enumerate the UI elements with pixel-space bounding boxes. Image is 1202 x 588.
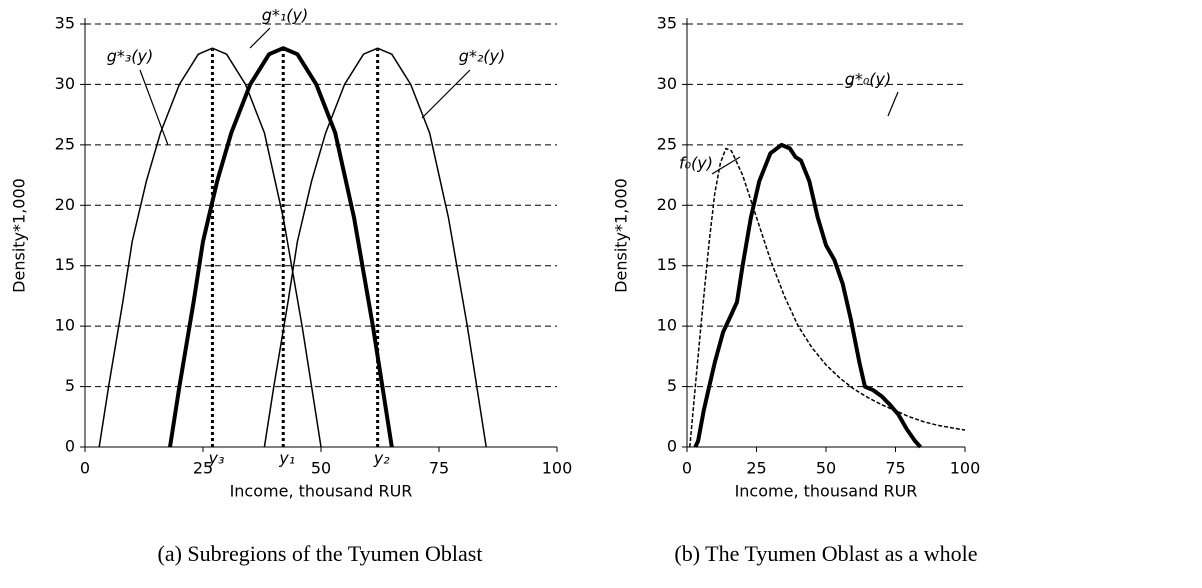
y-tick-label: 35 (55, 14, 75, 33)
x-tick-label: 100 (542, 459, 573, 478)
y-tick-label: 30 (657, 74, 677, 93)
y-tick-label: 15 (657, 255, 677, 274)
y-tick-label: 10 (657, 316, 677, 335)
y-axis-label: Density*1,000 (612, 178, 631, 293)
y-tick-label: 20 (657, 195, 677, 214)
leader-line (249, 27, 271, 49)
y-tick-label: 0 (65, 437, 75, 456)
caption: (a) Subregions of the Tyumen Oblast (158, 541, 483, 566)
y-axis-label: Density*1,000 (10, 178, 29, 293)
chart: 0 5 10 15 20 25 30 35 0 25 50 75 100 Income, thousand… (10, 6, 573, 567)
caption: (b) The Tyumen Oblast as a whole (674, 541, 977, 566)
y-tick-label: 5 (667, 376, 677, 395)
marker-label: y₂ (373, 449, 390, 468)
series-line (689, 147, 966, 448)
y-tick-label: 5 (65, 376, 75, 395)
x-axis-label: Income, thousand RUR (230, 482, 413, 501)
x-tick-label: 75 (885, 459, 905, 478)
series-label: g*₂(y) (459, 47, 506, 66)
series-line (693, 142, 922, 449)
series-line (263, 47, 487, 448)
marker-label: y₁ (278, 449, 295, 468)
leader-line (711, 156, 741, 175)
x-tick-label: 25 (746, 459, 766, 478)
series-label: f₀(y) (679, 154, 713, 173)
series-label: g*₁(y) (262, 6, 309, 25)
leader-line (139, 69, 169, 146)
x-axis-label: Income, thousand RUR (735, 482, 918, 501)
series-label: g*₃(y) (107, 47, 154, 66)
y-tick-label: 25 (55, 134, 75, 153)
x-tick-label: 50 (816, 459, 836, 478)
chart: 0 5 10 15 20 25 30 35 0 25 50 75 100 Income, thousand… (612, 14, 981, 567)
series-line (168, 46, 394, 448)
series-label: g*₀(y) (845, 70, 892, 89)
y-tick-label: 0 (667, 437, 677, 456)
x-tick-label: 100 (950, 459, 981, 478)
y-tick-label: 15 (55, 255, 75, 274)
y-tick-label: 10 (55, 316, 75, 335)
series-line (98, 47, 322, 448)
x-tick-label: 75 (429, 459, 449, 478)
leader-line (421, 69, 471, 119)
y-tick-label: 35 (657, 14, 677, 33)
x-tick-label: 25 (193, 459, 213, 478)
x-tick-label: 0 (80, 459, 90, 478)
x-tick-label: 0 (682, 459, 692, 478)
y-tick-label: 30 (55, 74, 75, 93)
y-tick-label: 20 (55, 195, 75, 214)
x-tick-label: 50 (311, 459, 331, 478)
marker-label: y₃ (207, 449, 224, 468)
leader-line (887, 91, 899, 117)
y-tick-label: 25 (657, 134, 677, 153)
